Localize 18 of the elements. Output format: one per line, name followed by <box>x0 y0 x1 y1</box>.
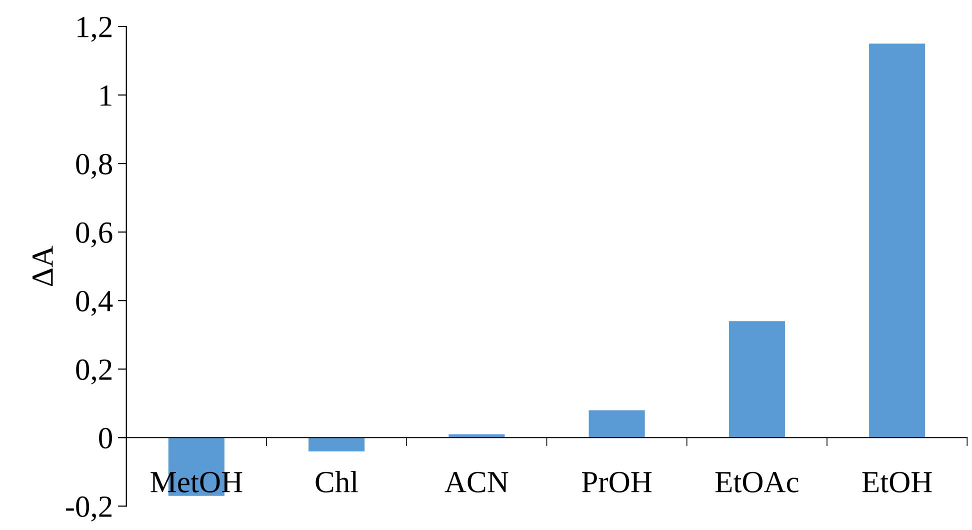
y-tick-label: 0,4 <box>76 290 113 316</box>
x-tick-label: PrOH <box>582 472 652 492</box>
y-tick-label: 0,2 <box>76 359 112 384</box>
bar <box>588 410 645 438</box>
bar <box>308 438 365 452</box>
y-tick-label: 1 <box>100 85 112 106</box>
y-tick-label: 0 <box>99 428 112 449</box>
y-tick-label: 1,2 <box>78 16 112 42</box>
y-tick-label: -0,2 <box>66 496 112 522</box>
y-tick-label: 0,8 <box>76 154 112 179</box>
y-axis-title: ΔA <box>32 246 53 286</box>
x-tick-label: ACN <box>444 472 508 492</box>
bar <box>728 321 785 438</box>
x-tick-label: EtOH <box>862 472 932 492</box>
bar <box>869 44 926 438</box>
x-tick-label: EtOAc <box>715 472 798 492</box>
x-tick-label: Chl <box>316 470 358 492</box>
y-tick-label: 0,6 <box>76 222 112 248</box>
